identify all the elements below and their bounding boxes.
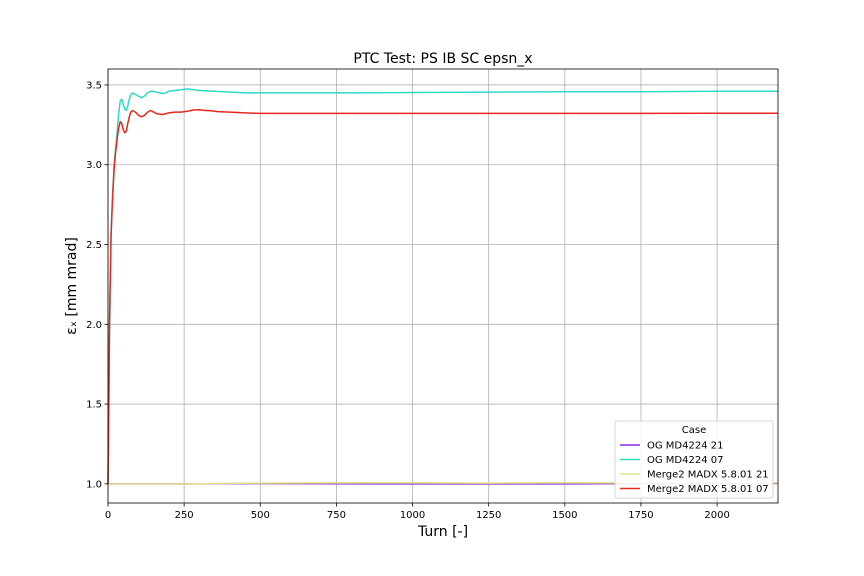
legend-label: Merge2 MADX 5.8.01 21 [647, 470, 769, 481]
y-tick-label: 3.5 [86, 80, 102, 91]
axis-ticks: 0 250 500 750 1000 1250 1500 1750 2000 1.0 1.5 2.0 2… [86, 80, 730, 521]
y-tick-label: 1.0 [86, 479, 102, 490]
x-tick-label: 1250 [476, 510, 501, 521]
y-tick-label: 1.5 [86, 400, 102, 411]
x-tick-label: 1500 [552, 510, 577, 521]
series-line-2 [107, 88, 778, 484]
legend-label: OG MD4224 07 [647, 455, 723, 466]
x-tick-label: 500 [251, 510, 270, 521]
y-tick-label: 2.0 [86, 320, 102, 331]
y-tick-label: 3.0 [86, 160, 102, 171]
legend: Case OG MD4224 21 OG MD4224 07 Merge2 MADX… [614, 420, 774, 499]
legend-title: Case [682, 425, 706, 436]
x-tick-label: 0 [105, 510, 111, 521]
x-tick-label: 750 [327, 510, 346, 521]
x-axis-label: Turn [-] [417, 524, 468, 540]
legend-label: OG MD4224 21 [647, 441, 723, 452]
legend-box [614, 420, 774, 499]
plot-frame [107, 68, 779, 504]
legend-entries: OG MD4224 21 OG MD4224 07 Merge2 MADX 5.8.… [620, 441, 769, 495]
x-tick-label: 1000 [400, 510, 425, 521]
x-tick-label: 1750 [628, 510, 653, 521]
legend-label: Merge2 MADX 5.8.01 07 [647, 484, 769, 495]
y-axis-label: εₓ [mm mrad] [64, 237, 80, 335]
x-tick-label: 2000 [704, 510, 729, 521]
series-line-4 [107, 108, 778, 484]
chart-title: PTC Test: PS IB SC epsn_x [353, 51, 532, 67]
y-tick-label: 2.5 [86, 240, 102, 251]
x-tick-label: 250 [175, 510, 194, 521]
